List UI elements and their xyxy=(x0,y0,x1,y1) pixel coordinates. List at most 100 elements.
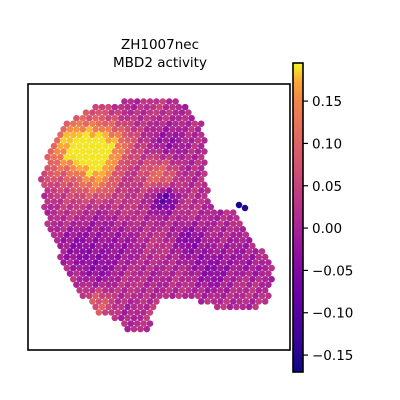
spot xyxy=(217,242,224,250)
spot xyxy=(213,225,221,233)
spot xyxy=(121,320,128,327)
spot xyxy=(53,225,61,233)
spot xyxy=(140,131,147,139)
spot xyxy=(146,120,154,127)
spot xyxy=(108,287,115,294)
spot xyxy=(249,242,256,250)
spot xyxy=(146,153,154,161)
spot xyxy=(89,164,96,172)
spot xyxy=(194,237,202,244)
spot xyxy=(178,120,186,127)
spot xyxy=(156,237,163,244)
spot xyxy=(236,231,243,239)
spot xyxy=(181,148,189,155)
spot xyxy=(114,187,122,194)
spot xyxy=(108,209,115,216)
spot xyxy=(255,264,263,272)
spot xyxy=(175,225,183,233)
spot xyxy=(66,225,74,233)
spot xyxy=(101,187,109,194)
spot xyxy=(185,164,192,172)
spot xyxy=(92,214,99,222)
colorbar-tick-label: −0.15 xyxy=(312,348,353,364)
spot xyxy=(143,259,151,266)
spot xyxy=(185,264,192,272)
spot xyxy=(191,275,199,283)
spot xyxy=(140,198,147,205)
spot xyxy=(178,153,186,161)
spot xyxy=(169,292,176,300)
spot xyxy=(156,114,163,122)
spot xyxy=(165,209,173,216)
spot xyxy=(111,103,119,111)
spot xyxy=(236,298,243,305)
spot xyxy=(117,214,125,222)
spot xyxy=(159,142,167,150)
spot xyxy=(233,270,240,277)
spot xyxy=(169,148,176,155)
spot xyxy=(169,270,176,277)
spot xyxy=(153,209,160,216)
spot xyxy=(143,148,151,155)
spot xyxy=(108,109,115,116)
spot xyxy=(85,181,93,189)
spot xyxy=(111,203,119,211)
spot xyxy=(162,281,170,288)
spot xyxy=(165,253,173,261)
spot xyxy=(130,192,138,200)
spot xyxy=(252,303,259,311)
spot xyxy=(181,126,189,133)
spot xyxy=(53,137,61,144)
spot xyxy=(98,214,106,222)
spot xyxy=(114,231,122,239)
spot xyxy=(229,275,237,283)
spot xyxy=(143,303,151,311)
spot xyxy=(175,148,183,155)
spot xyxy=(95,187,103,194)
spot xyxy=(111,114,119,122)
spot xyxy=(204,242,211,250)
spot xyxy=(114,120,122,127)
spot xyxy=(57,253,64,261)
spot xyxy=(98,126,106,133)
spot xyxy=(82,242,90,250)
spot xyxy=(197,187,205,194)
spot xyxy=(242,298,250,305)
spot xyxy=(217,298,224,305)
spot xyxy=(89,209,96,216)
spot xyxy=(191,164,199,172)
spot xyxy=(172,131,179,139)
spot xyxy=(76,198,83,205)
spot xyxy=(252,248,259,255)
spot xyxy=(178,109,186,116)
spot xyxy=(76,287,83,294)
spot xyxy=(153,176,160,183)
spot xyxy=(89,298,96,305)
spot xyxy=(191,120,199,127)
spot xyxy=(146,242,154,250)
spot xyxy=(143,126,151,133)
spot xyxy=(117,259,125,266)
spot xyxy=(188,192,195,200)
spot xyxy=(188,270,195,277)
spot xyxy=(57,176,64,183)
spot xyxy=(50,164,58,172)
spot xyxy=(121,264,128,272)
spot xyxy=(137,103,144,111)
spot xyxy=(105,126,112,133)
spot xyxy=(169,237,176,244)
spot xyxy=(89,142,96,150)
spot xyxy=(226,303,234,311)
spot xyxy=(153,153,160,161)
spot xyxy=(82,220,90,227)
spot xyxy=(245,281,253,288)
spot xyxy=(60,203,67,211)
spot xyxy=(213,281,221,288)
spot xyxy=(98,281,106,288)
spot xyxy=(242,264,250,272)
spot xyxy=(258,270,266,277)
spot xyxy=(82,109,90,116)
spot xyxy=(111,270,119,277)
spot xyxy=(66,192,74,200)
spot xyxy=(241,204,249,212)
